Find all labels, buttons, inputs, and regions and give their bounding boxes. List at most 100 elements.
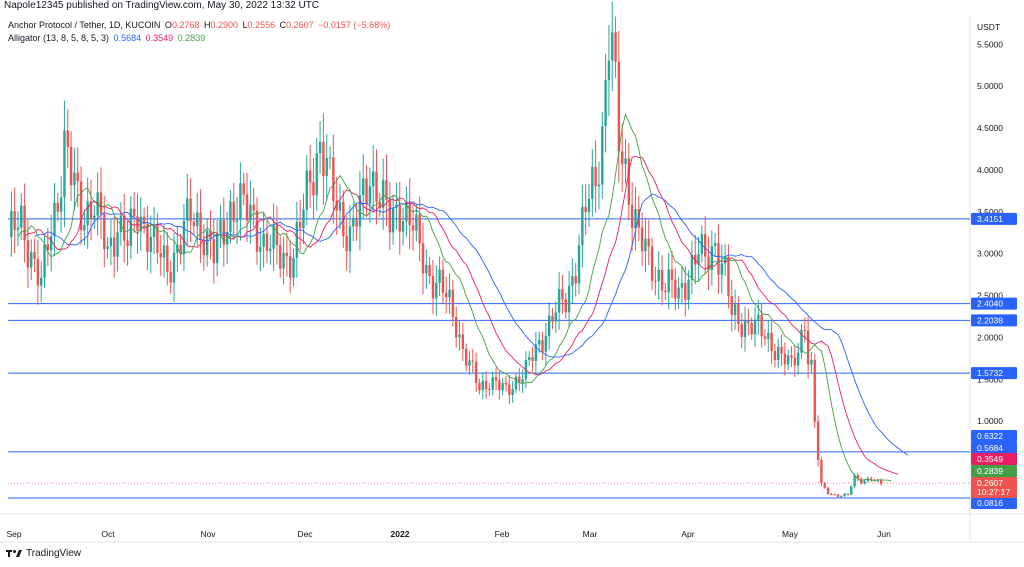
candle-body	[93, 215, 96, 219]
countdown-text: 10:27:17	[977, 487, 1010, 497]
candle-body	[215, 233, 219, 264]
change-value: −0.0157 (−5.68%)	[318, 20, 391, 30]
symbol-legend: Anchor Protocol / Tether, 1D, KUCOIN O0.…	[8, 20, 392, 30]
candle-body	[109, 237, 113, 247]
candle-body	[511, 389, 514, 395]
indicator-price-tag-text: 0.6322	[977, 431, 1003, 441]
indicator-price-tag-text: 0.3549	[977, 454, 1003, 464]
candle-body	[461, 334, 465, 349]
time-axis-label: Mar	[583, 529, 598, 539]
candle-body	[571, 276, 574, 286]
candle-body	[677, 287, 680, 299]
indicator-price-tag[interactable]	[971, 453, 1017, 465]
price-axis-currency: USDT	[977, 22, 1000, 32]
candle-body	[488, 388, 491, 390]
candle-body	[73, 172, 76, 186]
candle-body	[704, 234, 707, 257]
candle-body	[26, 240, 30, 268]
candle-body	[445, 292, 448, 298]
level-price-tag[interactable]	[971, 212, 1017, 225]
candle-body	[498, 380, 501, 391]
candle-body	[823, 483, 826, 488]
candle-body	[259, 246, 262, 252]
indicator-price-tag[interactable]	[971, 442, 1017, 454]
candle-body	[352, 217, 355, 227]
indicator-price-tag[interactable]	[971, 465, 1017, 477]
alligator-teeth-line[interactable]	[24, 156, 898, 475]
candle-body	[674, 279, 677, 299]
candle-body	[232, 201, 235, 222]
candle-body	[279, 244, 282, 269]
candle-body	[282, 252, 285, 269]
symbol-name[interactable]: Anchor Protocol / Tether, 1D, KUCOIN	[8, 20, 161, 30]
candle-body	[431, 275, 435, 299]
candle-body	[378, 202, 382, 208]
level-price-tag[interactable]	[971, 314, 1017, 327]
alligator-lips-line[interactable]	[17, 113, 892, 482]
candle-body	[810, 360, 813, 365]
tradingview-brand[interactable]: TradingView	[6, 548, 81, 559]
candle-body	[179, 244, 182, 255]
level-price-tag[interactable]	[971, 297, 1017, 310]
candle-body	[684, 283, 687, 300]
candle-body	[332, 157, 335, 201]
candle-body	[199, 212, 202, 240]
alligator-lines	[17, 113, 908, 482]
candle-body	[597, 184, 601, 187]
candle-body	[541, 339, 544, 352]
candle-body	[438, 269, 441, 283]
candle-body	[624, 158, 627, 165]
close-label: C	[279, 20, 287, 30]
price-axis-label: 1.5000	[977, 374, 1003, 384]
candle-body	[777, 346, 780, 361]
candle-body	[687, 279, 690, 300]
time-axis-label: 2022	[391, 529, 410, 539]
candle-body	[156, 223, 159, 254]
candle-body	[504, 383, 508, 385]
candle-body	[879, 480, 883, 484]
candle-body	[202, 239, 206, 256]
candle-body	[813, 360, 816, 422]
candle-body	[189, 198, 192, 222]
candle-body	[159, 253, 162, 258]
level-price-tag[interactable]	[971, 367, 1017, 380]
candle-body	[381, 180, 385, 208]
candle-body	[239, 183, 242, 220]
candle-body	[584, 206, 587, 213]
candle-body	[89, 201, 93, 219]
candle-body	[362, 178, 365, 196]
candle-body	[870, 478, 873, 480]
candle-body	[581, 206, 584, 246]
candle-body	[435, 282, 438, 299]
candle-body	[567, 285, 571, 313]
candle-body	[415, 214, 418, 231]
candle-body	[265, 233, 269, 251]
candle-body	[554, 312, 557, 322]
candle-body	[494, 377, 498, 381]
candle-body	[594, 166, 597, 187]
time-axis-label: May	[782, 529, 799, 539]
tradingview-logo-icon	[6, 549, 22, 557]
candle-body	[106, 246, 109, 250]
indicator-name[interactable]: Alligator (13, 8, 5, 8, 5, 3)	[8, 33, 110, 43]
candle-body	[126, 240, 129, 247]
jaw-value: 0.5684	[113, 33, 142, 43]
candle-body	[474, 361, 478, 383]
indicator-price-tag[interactable]	[971, 497, 1017, 509]
candle-body	[451, 289, 455, 318]
lips-value: 0.2839	[177, 33, 206, 43]
candle-body	[186, 198, 189, 221]
candle-body	[690, 254, 694, 280]
candle-body	[524, 359, 528, 380]
candle-body	[375, 171, 378, 203]
candle-body	[182, 220, 186, 255]
candle-body	[717, 243, 720, 275]
candle-body	[730, 295, 733, 316]
price-axis-label: 5.0000	[977, 81, 1003, 91]
current-price-tag[interactable]	[971, 477, 1017, 498]
indicator-price-tag[interactable]	[971, 430, 1017, 442]
candle-body	[192, 221, 196, 227]
alligator-jaw-line[interactable]	[34, 193, 908, 456]
candle-body	[16, 227, 20, 230]
